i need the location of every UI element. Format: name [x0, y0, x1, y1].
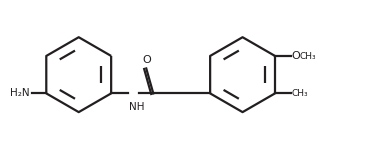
Text: NH: NH	[129, 102, 145, 112]
Text: H₂N: H₂N	[10, 88, 30, 98]
Text: CH₃: CH₃	[291, 89, 308, 98]
Text: CH₃: CH₃	[300, 52, 317, 61]
Text: O: O	[291, 51, 300, 61]
Text: O: O	[142, 55, 151, 65]
